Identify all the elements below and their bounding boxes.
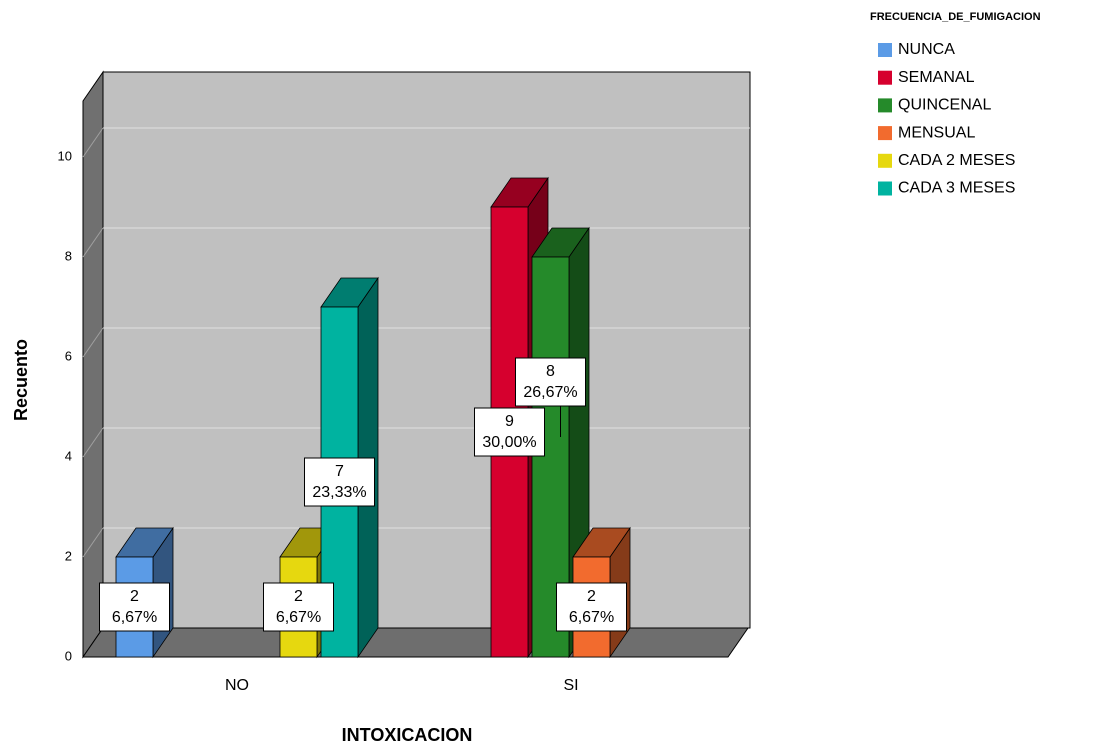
value-label-box (263, 582, 334, 632)
value-label: 2 (130, 588, 139, 605)
x-axis-title: INTOXICACION (342, 725, 473, 745)
y-tick-label: 2 (65, 548, 72, 563)
value-label: 26,67% (523, 384, 577, 401)
back-wall (102, 71, 751, 629)
legend-label: QUINCENAL (898, 97, 991, 114)
grid-line (82, 227, 104, 258)
y-tick-label: 10 (58, 148, 72, 163)
x-tick-label: NO (225, 677, 249, 694)
bars: 26,67%930,00%826,67%26,67%26,67%723,33% (99, 176, 631, 659)
value-label: 6,67% (569, 609, 614, 626)
legend-label: CADA 2 MESES (898, 152, 1015, 169)
legend-swatch (878, 70, 892, 85)
value-label: 30,00% (482, 434, 536, 451)
grid-line (82, 427, 104, 458)
side-wall (82, 70, 104, 659)
value-label-box (304, 457, 375, 507)
value-label: 6,67% (112, 609, 157, 626)
value-label: 23,33% (312, 484, 366, 501)
legend-swatch (878, 181, 892, 196)
grid-line (82, 127, 104, 158)
y-tick-label: 4 (65, 448, 72, 463)
value-label: 2 (294, 588, 303, 605)
legend-swatch (878, 98, 892, 113)
y-tick-label: 8 (65, 248, 72, 263)
floor (82, 627, 749, 658)
grid-line (82, 527, 104, 558)
value-label: 9 (505, 413, 514, 430)
value-label-box (99, 582, 170, 632)
legend-label: NUNCA (898, 41, 955, 58)
value-label-box (556, 582, 627, 632)
grid-line (82, 327, 104, 358)
x-tick-label: SI (563, 677, 578, 694)
value-label: 2 (587, 588, 596, 605)
y-tick-label: 6 (65, 348, 72, 363)
value-label-box (515, 357, 586, 407)
y-axis-title: Recuento (11, 339, 31, 421)
value-label-box (474, 407, 545, 457)
legend-swatch (878, 126, 892, 141)
legend-swatch (878, 43, 892, 57)
grid (82, 127, 750, 558)
legend-label: MENSUAL (898, 124, 975, 141)
legend-swatch (878, 153, 892, 168)
value-label: 8 (546, 363, 555, 380)
legend-title: FRECUENCIA_DE_FUMIGACION (870, 11, 1041, 23)
value-label: 6,67% (276, 609, 321, 626)
legend-label: SEMANAL (898, 69, 975, 86)
legend-label: CADA 3 MESES (898, 180, 1015, 197)
value-label: 7 (335, 463, 344, 480)
y-tick-label: 0 (65, 648, 72, 663)
